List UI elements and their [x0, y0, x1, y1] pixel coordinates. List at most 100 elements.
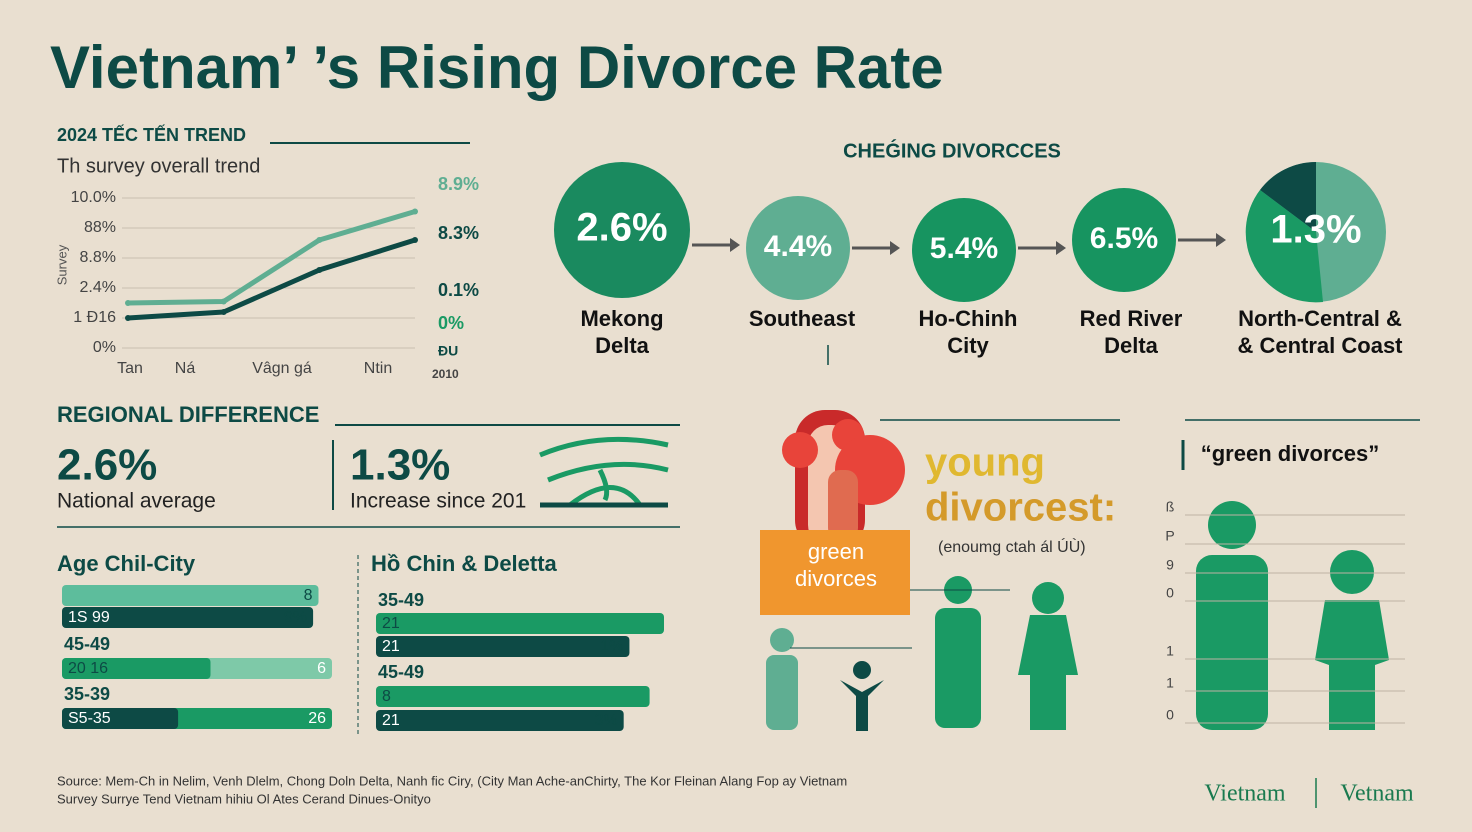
line-point	[220, 298, 227, 305]
region-label: & Central Coast	[1237, 333, 1403, 358]
balloon-illustration	[760, 410, 910, 615]
pie-slice	[1260, 162, 1316, 232]
annotation: 8.9%	[438, 174, 479, 194]
bar	[62, 708, 179, 729]
group-label: 35-39	[64, 684, 110, 704]
bar	[376, 613, 664, 634]
source-text: Survey Surrye Tend Vietnam hihiu Ol Ates…	[57, 791, 431, 806]
stat-label: National average	[57, 490, 216, 513]
tick-label: 0	[1166, 585, 1174, 601]
group-label: 35-49	[378, 590, 424, 610]
bar-text: 21	[382, 712, 400, 729]
bar-end-text: 3%	[595, 712, 618, 729]
y-tick-label: 2.4%	[80, 279, 116, 296]
region-label: Ho-Chinh	[919, 306, 1018, 331]
stat-value: 2.6%	[57, 441, 157, 490]
region-circle	[912, 198, 1016, 302]
annotation: ĐU	[438, 343, 458, 359]
tick-label: 0	[1166, 707, 1174, 723]
section-title: CHEǴING DIVORCCES	[843, 138, 1061, 162]
x-tick-label: Vâgn gá	[252, 360, 312, 377]
line-series	[127, 237, 416, 321]
line-series	[127, 209, 416, 306]
annotation: 0.1%	[438, 280, 479, 300]
region-label: City	[947, 333, 989, 358]
y-tick-label: 10.0%	[71, 189, 116, 206]
arrow-head	[1216, 233, 1226, 247]
chart-subtitle: Th survey overall trend	[57, 155, 260, 177]
line-point	[125, 315, 131, 321]
bar-text: 21	[382, 638, 400, 655]
bar-end-text: 9%	[284, 609, 307, 626]
brand: Vetnam	[1340, 781, 1414, 807]
line-point	[412, 208, 418, 215]
bar-end-text: 26	[308, 710, 326, 727]
bar	[62, 585, 319, 606]
bar	[376, 710, 624, 731]
region-label: Delta	[1104, 333, 1159, 358]
box-text: divorces	[795, 566, 877, 591]
region-value: 1.3%	[1270, 208, 1361, 252]
region-circle	[746, 196, 850, 300]
headline: young	[925, 441, 1045, 485]
people-illustration	[766, 501, 1389, 731]
region-value: 4.4%	[764, 230, 832, 263]
chart-title: 2024 TẾC TẾN TREND	[57, 124, 246, 145]
arrow-head	[890, 241, 900, 255]
y-tick-label: 0%	[93, 339, 116, 356]
box-text: green	[808, 539, 864, 564]
annotation: 2010	[432, 367, 459, 381]
line-point	[412, 237, 418, 243]
pictogram-title: “green divorces”	[1201, 441, 1380, 466]
x-tick-label: Tan	[117, 360, 143, 377]
bar-text: 21	[382, 615, 400, 632]
source-text: Source: Mem-Ch in Nelim, Venh Dlelm, Cho…	[57, 773, 847, 788]
y-tick-label: 1 Đ16	[73, 309, 116, 326]
grass-icon	[539, 436, 669, 508]
tick-label: 9	[1166, 557, 1174, 573]
bar	[376, 636, 630, 657]
region-circle	[1072, 188, 1176, 292]
annotation: 8.3%	[438, 223, 479, 243]
arrow-head	[1056, 241, 1066, 255]
region-value: 2.6%	[576, 206, 667, 250]
y-tick-label: 8.8%	[80, 249, 116, 266]
annotation: 0%	[438, 313, 464, 333]
bar	[376, 686, 650, 707]
tick-label: 1	[1166, 643, 1174, 659]
bar-text: 20 16	[68, 660, 108, 677]
line-point	[220, 309, 227, 315]
region-label: Southeast	[749, 306, 856, 331]
bar	[62, 658, 211, 679]
tick-label: ß	[1166, 499, 1175, 515]
stat-value: 1.3%	[350, 441, 450, 490]
section-title: Age Chil-City	[57, 551, 196, 576]
group-label: 45-49	[378, 662, 424, 682]
arrow-head	[730, 238, 740, 252]
line-point	[125, 300, 131, 306]
group-label: 45-49	[64, 634, 110, 654]
y-axis-label: Survey	[54, 244, 69, 285]
bar-end-text: 6	[317, 660, 326, 677]
region-label: North-Central &	[1238, 306, 1402, 331]
section-title: REGIONAL DIFFERENCE	[57, 402, 319, 427]
bar	[62, 607, 314, 628]
x-tick-label: Ná	[175, 360, 196, 377]
bar-end-text: 1%	[600, 638, 623, 655]
stat-label: Increase since 201	[350, 490, 526, 513]
note: (enoumg ctah ál ÚÙ)	[938, 537, 1086, 556]
region-circle	[554, 162, 690, 298]
region-label: Delta	[595, 333, 650, 358]
region-value: 6.5%	[1090, 222, 1158, 255]
bar-end-text: 8	[304, 587, 313, 604]
title: Vietnam’ ’s Rising Divorce Rate	[50, 34, 944, 101]
region-label: Mekong	[580, 306, 663, 331]
brand: Vietnam	[1204, 781, 1286, 807]
section-title: Hồ Chin & Deletta	[371, 551, 558, 576]
region-label: Red River	[1080, 306, 1183, 331]
line-point	[316, 237, 323, 243]
pie-slice	[1245, 190, 1323, 303]
headline: divorcest:	[925, 486, 1116, 530]
tick-label: 1	[1166, 675, 1174, 691]
